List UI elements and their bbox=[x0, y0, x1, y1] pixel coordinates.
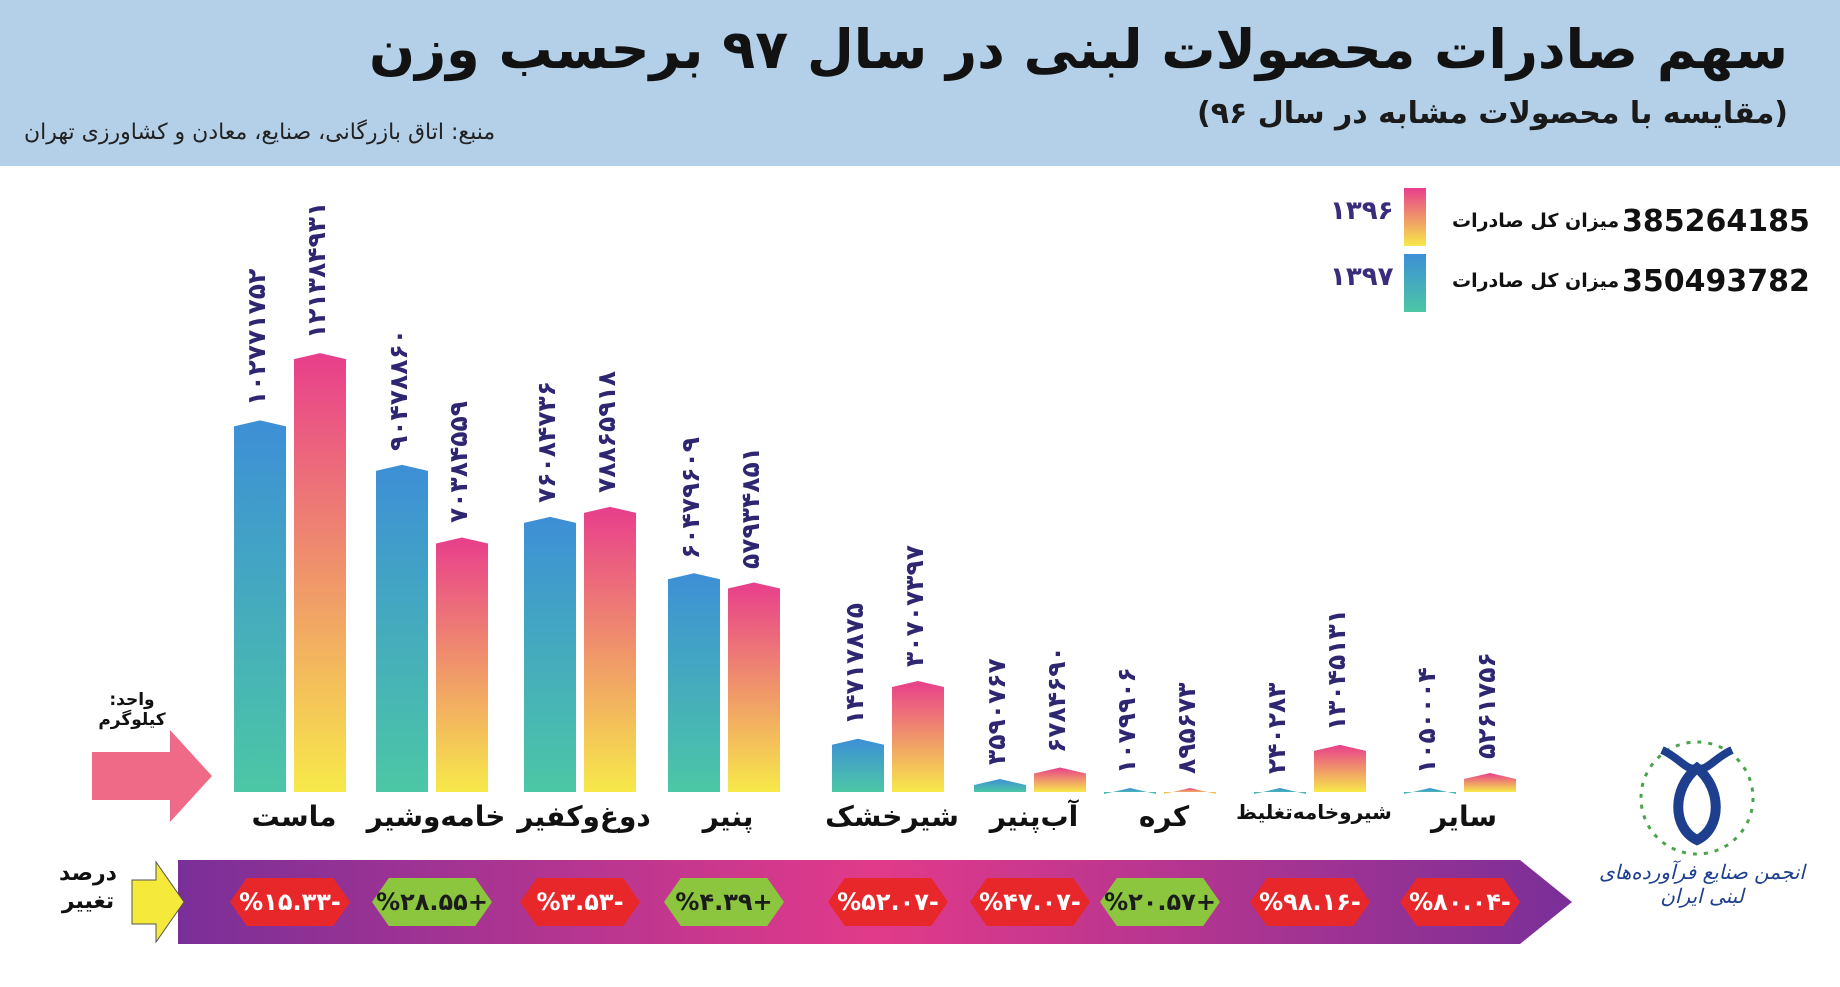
bar-1396-1 bbox=[436, 537, 488, 792]
value-label-1396-5: ۶۷۸۴۶۹۰ bbox=[1042, 646, 1071, 754]
percent-change-2: -%۳.۵۳ bbox=[520, 878, 640, 926]
bar-1396-0 bbox=[294, 353, 346, 792]
change-arrow bbox=[131, 860, 185, 944]
bar-1396-6 bbox=[1164, 788, 1216, 794]
value-label-1397-8: ۱۰۵۰۰۰۴ bbox=[1412, 667, 1441, 774]
category-label-8: سایر bbox=[1431, 800, 1497, 833]
value-label-1397-7: ۲۴۰۲۸۳ bbox=[1262, 682, 1291, 774]
bar-1397-7 bbox=[1254, 788, 1306, 794]
bar-1396-4 bbox=[892, 680, 944, 792]
value-label-1396-8: ۵۲۶۱۷۵۶ bbox=[1472, 652, 1501, 759]
legend-label-1397: میزان کل صادرات bbox=[1452, 270, 1620, 292]
percent-change-7: -%۹۸.۱۶ bbox=[1250, 878, 1370, 926]
value-label-1397-1: ۹۰۴۷۸۸۶۰ bbox=[384, 328, 413, 451]
logo-text: انجمن صنایع فرآورده‌های لبنی ایران bbox=[1598, 860, 1805, 908]
legend-label-1396: میزان کل صادرات bbox=[1452, 210, 1620, 232]
bars-group bbox=[234, 353, 1516, 794]
value-label-1397-2: ۷۶۰۸۴۷۳۶ bbox=[532, 380, 561, 503]
bar-1396-2 bbox=[584, 506, 636, 792]
value-label-1396-1: ۷۰۳۸۴۵۵۹ bbox=[444, 401, 473, 524]
legend-swatch-1396 bbox=[1404, 188, 1426, 246]
value-label-1396-0: ۱۲۱۳۸۴۹۳۱ bbox=[302, 201, 331, 340]
legend-year-1396: ۱۳۹۶ bbox=[1330, 196, 1394, 226]
bar-1397-0 bbox=[234, 420, 286, 792]
bar-1397-6 bbox=[1104, 788, 1156, 794]
bar-1397-1 bbox=[376, 464, 428, 792]
bar-1396-7 bbox=[1314, 744, 1366, 792]
percent-change-4: -%۵۲.۰۷ bbox=[828, 878, 948, 926]
value-label-1396-6: ۸۹۵۶۷۳ bbox=[1172, 682, 1201, 774]
value-label-1397-0: ۱۰۲۷۷۱۷۵۲ bbox=[242, 269, 271, 407]
bar-1396-5 bbox=[1034, 767, 1086, 792]
percent-change-0: -%۱۵.۳۳ bbox=[230, 878, 350, 926]
value-label-1397-3: ۶۰۴۷۹۶۰۹ bbox=[676, 437, 705, 560]
category-label-2: دوغ‌وکفیر bbox=[517, 800, 651, 833]
value-label-1396-3: ۵۷۹۳۴۸۵۱ bbox=[736, 446, 765, 569]
percent-change-label: درصد تغییر bbox=[59, 861, 117, 914]
chart-title: سهم صادرات محصولات لبنی در سال ۹۷ برحسب … bbox=[368, 18, 1788, 81]
percent-change-6: +%۲۰.۵۷ bbox=[1100, 878, 1220, 926]
value-label-1396-2: ۷۸۸۶۵۹۱۸ bbox=[592, 370, 621, 493]
unit-arrow bbox=[92, 730, 212, 822]
header-band: سهم صادرات محصولات لبنی در سال ۹۷ برحسب … bbox=[0, 0, 1840, 166]
value-label-1396-7: ۱۳۰۴۵۱۳۱ bbox=[1322, 608, 1351, 731]
bar-1397-8 bbox=[1404, 788, 1456, 794]
category-label-5: آب‌پنیر bbox=[989, 800, 1079, 833]
percent-change-8: -%۸۰.۰۴ bbox=[1400, 878, 1520, 926]
value-label-1397-4: ۱۴۷۱۷۸۷۵ bbox=[840, 602, 869, 725]
bar-chart bbox=[92, 353, 1572, 944]
source-note: منبع: اتاق بازرگانی، صنایع، معادن و کشاو… bbox=[24, 120, 496, 145]
legend-total-1397: 350493782 bbox=[1622, 264, 1810, 299]
value-label-1396-4: ۳۰۷۰۷۳۹۷ bbox=[900, 544, 929, 667]
value-label-1397-5: ۳۵۹۰۷۶۷ bbox=[982, 658, 1011, 766]
bar-1397-2 bbox=[524, 516, 576, 792]
legend-total-1396: 385264185 bbox=[1622, 204, 1810, 239]
unit-label: واحد: کیلوگرم bbox=[98, 690, 166, 730]
value-label-1397-6: ۱۰۷۹۹۰۶ bbox=[1112, 667, 1141, 774]
legend-swatch-1397 bbox=[1404, 254, 1426, 312]
association-logo bbox=[1639, 740, 1755, 856]
bar-1396-8 bbox=[1464, 772, 1516, 792]
chart-subtitle: (مقایسه با محصولات مشابه در سال ۹۶) bbox=[1196, 96, 1788, 131]
logo-emblem-icon bbox=[1639, 740, 1755, 856]
bar-1396-3 bbox=[728, 582, 780, 792]
category-label-1: خامه‌وشیر bbox=[366, 800, 506, 833]
category-label-0: ماست bbox=[251, 800, 337, 833]
percent-change-3: +%۴.۳۹ bbox=[664, 878, 784, 926]
legend-year-1397: ۱۳۹۷ bbox=[1330, 262, 1394, 292]
bar-1397-3 bbox=[668, 573, 720, 792]
bar-1397-4 bbox=[832, 738, 884, 792]
percent-change-5: -%۴۷.۰۷ bbox=[970, 878, 1090, 926]
percent-change-1: +%۲۸.۵۵ bbox=[372, 878, 492, 926]
category-label-7: شیروخامه‌تغلیظ bbox=[1236, 800, 1392, 824]
bar-1397-5 bbox=[974, 779, 1026, 792]
category-label-6: کره bbox=[1138, 800, 1190, 833]
category-label-3: پنیر bbox=[702, 800, 754, 833]
category-label-4: شیرخشک bbox=[825, 800, 959, 833]
